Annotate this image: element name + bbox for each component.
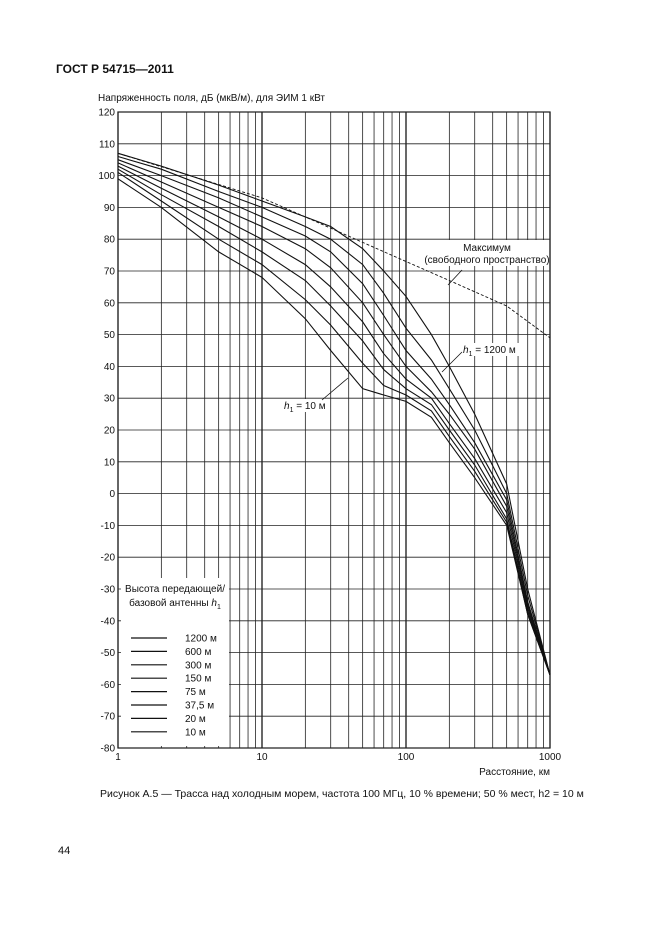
series-line (117, 155, 551, 676)
y-tick-label: 60 (104, 298, 116, 309)
annotation-h1-10-pointer (321, 377, 349, 401)
annotation-max-line1: Максимум (463, 243, 511, 254)
series-line (117, 168, 551, 676)
annotation-h1-1200-pointer (441, 351, 463, 373)
legend-title-line: Высота передающей/ (125, 584, 225, 595)
x-tick-label: 10 (256, 752, 268, 763)
x-tick-labels: 1 10 100 1000 (115, 752, 561, 763)
y-tick-label: -30 (101, 585, 116, 596)
y-tick-label: -50 (101, 648, 116, 659)
legend-label: 10 м (185, 727, 206, 738)
legend-label: 20 м (185, 714, 206, 725)
legend-label: 150 м (185, 674, 211, 685)
chart-series (117, 152, 551, 676)
y-tick-label: -80 (101, 744, 116, 755)
document-header: ГОСТ Р 54715—2011 (56, 62, 174, 76)
x-tick-label: 1 (115, 752, 121, 763)
y-tick-label: -40 (101, 616, 116, 627)
y-tick-label: 120 (98, 108, 115, 119)
series-line (117, 162, 551, 676)
chart-annotations: Максимум(свободного пространство) h1 = 12… (281, 240, 550, 414)
legend-title-line: базовой антенны h1 (129, 597, 221, 611)
y-tick-label: 80 (104, 235, 116, 246)
y-tick-label: 90 (104, 203, 116, 214)
y-tick-label: 30 (104, 394, 116, 405)
y-tick-labels: 1201101009080706050403020100-10-20-30-40… (98, 108, 115, 755)
legend-title-subscript: 1 (217, 604, 221, 611)
y-tick-label: -20 (101, 553, 116, 564)
annotation-bg (428, 240, 546, 266)
legend-label: 75 м (185, 687, 206, 698)
series-line (117, 171, 551, 676)
chart-legend: Высота передающей/базовой антенны h1 1200… (121, 578, 229, 746)
y-tick-label: -70 (101, 712, 116, 723)
series-line (117, 152, 551, 339)
y-tick-label: 40 (104, 362, 116, 373)
y-tick-label: -10 (101, 521, 116, 532)
annotation-max-line2: (свободного пространство) (424, 254, 549, 266)
legend-label: 600 м (185, 647, 211, 658)
annotation-h1-1200: h1 = 1200 м (463, 345, 516, 358)
y-tick-label: 20 (104, 426, 116, 437)
y-tick-label: 100 (98, 171, 115, 182)
y-tick-label: 10 (104, 457, 116, 468)
y-axis-title: Напряженность поля, дБ (мкВ/м), для ЭИМ … (98, 93, 325, 104)
legend-label: 37,5 м (185, 701, 214, 712)
series-line (117, 152, 551, 676)
legend-label: 300 м (185, 660, 211, 671)
y-tick-label: 50 (104, 330, 116, 341)
y-tick-label: 0 (109, 489, 115, 500)
series-line (117, 165, 551, 676)
legend-title-symbol: h (211, 598, 217, 609)
annotation-bg (281, 399, 329, 412)
annotation-h1-10: h1 = 10 м (284, 401, 326, 414)
y-tick-label: 70 (104, 267, 116, 278)
y-tick-label: -60 (101, 680, 116, 691)
x-axis-title: Расстояние, км (479, 767, 550, 778)
series-line (117, 159, 551, 676)
annotation-bg (461, 343, 521, 356)
series-line (117, 178, 551, 676)
annotation-max-pointer (447, 269, 463, 286)
page-number: 44 (58, 845, 71, 857)
legend-label: 1200 м (185, 634, 217, 645)
y-tick-label: 110 (99, 139, 115, 150)
x-tick-label: 1000 (539, 752, 562, 763)
x-tick-label: 100 (398, 752, 415, 763)
figure-caption: Рисунок А.5 — Трасса над холодным морем,… (100, 788, 584, 800)
